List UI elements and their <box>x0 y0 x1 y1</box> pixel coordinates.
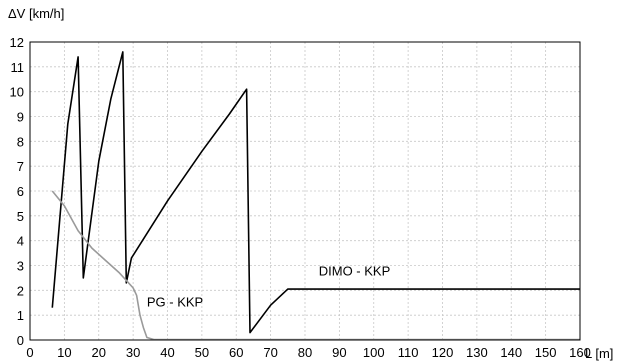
y-axis-label: ΔV [km/h] <box>8 6 64 21</box>
y-tick-label: 3 <box>17 259 24 274</box>
x-tick-label: 0 <box>26 345 33 360</box>
x-tick-label: 160 <box>569 345 591 360</box>
y-tick-label: 12 <box>10 35 24 50</box>
y-tick-label: 7 <box>17 159 24 174</box>
x-tick-label: 130 <box>466 345 488 360</box>
y-tick-label: 11 <box>11 60 25 75</box>
x-tick-labels: 0 10 20 30 40 50 60 70 80 90 100 110 120 130 140 150 160 <box>26 345 590 360</box>
y-tick-label: 2 <box>17 283 24 298</box>
annotations: DIMO - KKP PG - KKP <box>147 263 390 309</box>
y-tick-label: 8 <box>17 134 24 149</box>
y-tick-label: 5 <box>17 209 24 224</box>
x-tick-label: 100 <box>363 345 385 360</box>
x-tick-label: 140 <box>500 345 522 360</box>
x-tick-label: 70 <box>263 345 277 360</box>
x-tick-label: 90 <box>332 345 346 360</box>
y-tick-label: 10 <box>10 85 24 100</box>
series-annotation: PG - KKP <box>147 294 203 309</box>
x-tick-label: 80 <box>298 345 312 360</box>
series-line-dimo-kkp <box>51 51 580 334</box>
y-tick-label: 4 <box>17 234 24 249</box>
series-lines <box>51 51 580 341</box>
x-tick-label: 20 <box>92 345 106 360</box>
x-tick-label: 30 <box>126 345 140 360</box>
x-tick-label: 150 <box>535 345 557 360</box>
x-tick-label: 50 <box>195 345 209 360</box>
y-tick-label: 1 <box>17 308 24 323</box>
y-tick-label: 9 <box>17 110 24 125</box>
x-tick-label: 10 <box>57 345 71 360</box>
x-tick-label: 60 <box>229 345 243 360</box>
series-annotation: DIMO - KKP <box>319 263 391 278</box>
x-tick-label: 120 <box>432 345 454 360</box>
plot-frame <box>29 41 581 341</box>
x-tick-label: 40 <box>160 345 174 360</box>
y-tick-label: 6 <box>17 184 24 199</box>
grid-lines <box>30 42 580 340</box>
x-tick-label: 110 <box>398 345 419 360</box>
y-tick-label: 0 <box>17 333 24 348</box>
x-axis-label: L [m] <box>585 346 613 361</box>
